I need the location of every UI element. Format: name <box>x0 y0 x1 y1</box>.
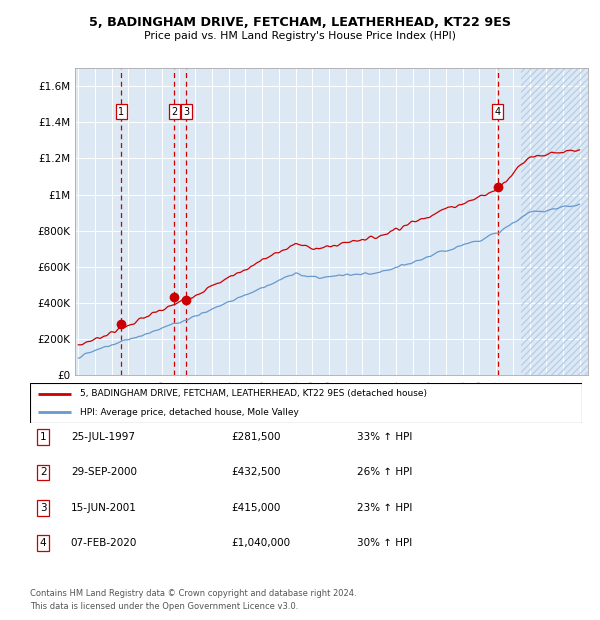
Text: 29-SEP-2000: 29-SEP-2000 <box>71 467 137 477</box>
Text: £1,040,000: £1,040,000 <box>231 538 290 548</box>
Text: 25-JUL-1997: 25-JUL-1997 <box>71 432 135 442</box>
Text: This data is licensed under the Open Government Licence v3.0.: This data is licensed under the Open Gov… <box>30 602 298 611</box>
Text: 3: 3 <box>183 107 190 117</box>
Text: Contains HM Land Registry data © Crown copyright and database right 2024.: Contains HM Land Registry data © Crown c… <box>30 590 356 598</box>
Text: £432,500: £432,500 <box>231 467 281 477</box>
Text: 2: 2 <box>172 107 178 117</box>
Text: 1: 1 <box>118 107 124 117</box>
Text: 5, BADINGHAM DRIVE, FETCHAM, LEATHERHEAD, KT22 9ES (detached house): 5, BADINGHAM DRIVE, FETCHAM, LEATHERHEAD… <box>80 389 427 398</box>
Text: £281,500: £281,500 <box>231 432 281 442</box>
Text: 33% ↑ HPI: 33% ↑ HPI <box>357 432 412 442</box>
Text: Price paid vs. HM Land Registry's House Price Index (HPI): Price paid vs. HM Land Registry's House … <box>144 31 456 41</box>
Text: 4: 4 <box>494 107 500 117</box>
Text: HPI: Average price, detached house, Mole Valley: HPI: Average price, detached house, Mole… <box>80 408 299 417</box>
Text: 4: 4 <box>40 538 47 548</box>
Text: 26% ↑ HPI: 26% ↑ HPI <box>357 467 412 477</box>
Text: 15-JUN-2001: 15-JUN-2001 <box>71 503 137 513</box>
Text: 23% ↑ HPI: 23% ↑ HPI <box>357 503 412 513</box>
Text: 1: 1 <box>40 432 47 442</box>
Text: 2: 2 <box>40 467 47 477</box>
Text: £415,000: £415,000 <box>231 503 280 513</box>
Text: 30% ↑ HPI: 30% ↑ HPI <box>357 538 412 548</box>
Text: 5, BADINGHAM DRIVE, FETCHAM, LEATHERHEAD, KT22 9ES: 5, BADINGHAM DRIVE, FETCHAM, LEATHERHEAD… <box>89 17 511 29</box>
Text: 07-FEB-2020: 07-FEB-2020 <box>71 538 137 548</box>
Text: 3: 3 <box>40 503 47 513</box>
